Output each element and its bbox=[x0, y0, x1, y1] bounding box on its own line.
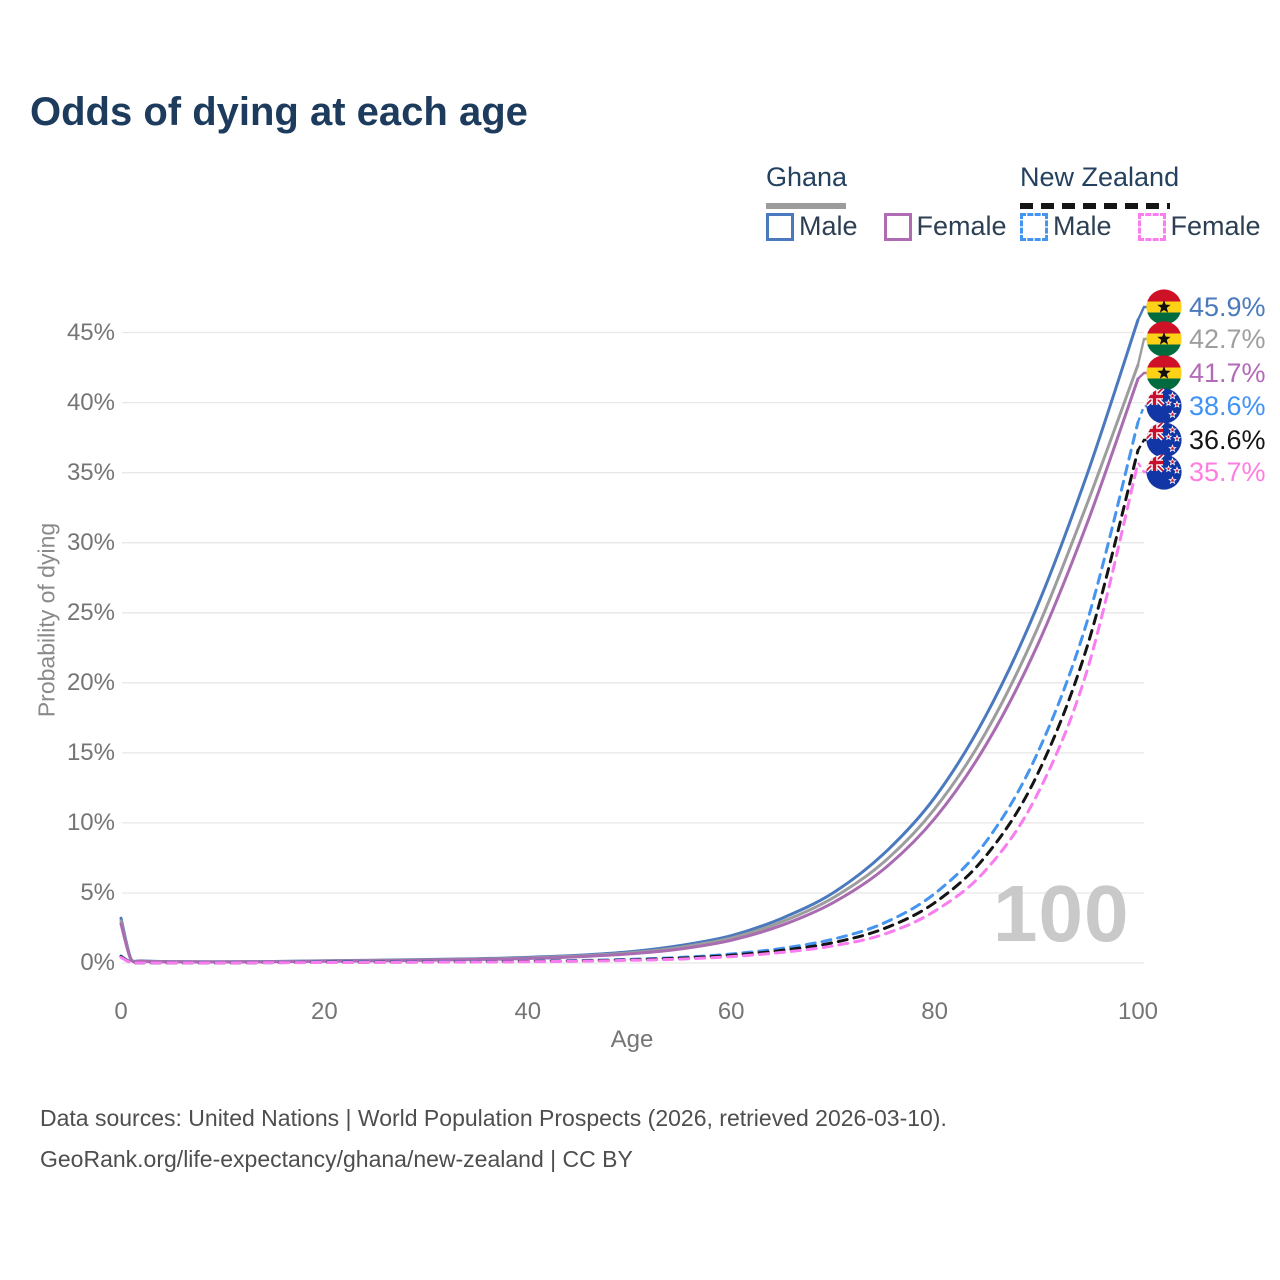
end-label-value: 42.7% bbox=[1189, 323, 1266, 354]
page-title: Odds of dying at each age bbox=[30, 90, 528, 134]
x-tick-label-60: 60 bbox=[717, 998, 745, 1025]
new-zealand-female-swatch-icon bbox=[1137, 212, 1166, 241]
legend-item-new-zealand-male[interactable]: Male bbox=[1020, 211, 1112, 242]
ghana-male-line[interactable] bbox=[119, 318, 1140, 964]
x-tick-label-20: 20 bbox=[311, 998, 338, 1025]
new-zealand-flag-icon bbox=[1146, 388, 1182, 424]
ghana-male-swatch-icon bbox=[766, 212, 794, 241]
ghana-solid-line-icon bbox=[766, 196, 1033, 209]
ghana-flag-icon bbox=[1146, 355, 1182, 391]
legend-country-new-zealand[interactable]: New Zealand bbox=[1020, 162, 1180, 192]
end-label-value: 41.7% bbox=[1189, 357, 1266, 388]
end-label-new-zealand-male[interactable]: 38.6% bbox=[1146, 388, 1266, 424]
y-tick-label-45: 45% bbox=[66, 318, 115, 346]
x-axis-title: Age bbox=[610, 1026, 654, 1053]
ghana-female-swatch-icon bbox=[883, 212, 912, 241]
new-zealand-female-label-connector bbox=[1136, 462, 1151, 474]
legend-label: Male bbox=[799, 211, 858, 241]
age-100-watermark: 100 bbox=[993, 869, 1130, 958]
new-zealand-male-line[interactable] bbox=[119, 420, 1140, 965]
y-tick-label-15: 15% bbox=[66, 738, 115, 766]
y-tick-label-40: 40% bbox=[66, 388, 115, 416]
legend-item-ghana-male[interactable]: Male bbox=[766, 211, 858, 242]
end-label-new-zealand-both-sexes[interactable]: 36.6% bbox=[1146, 422, 1266, 458]
end-label-value: 38.6% bbox=[1189, 390, 1266, 421]
new-zealand-both-sexes-label-connector bbox=[1136, 438, 1151, 451]
legend-group-new-zealand: New Zealand Male Female bbox=[1020, 162, 1280, 242]
end-label-new-zealand-female[interactable]: 35.7% bbox=[1146, 454, 1266, 490]
end-label-ghana-female[interactable]: 41.7% bbox=[1146, 355, 1266, 391]
x-tick-label-40: 40 bbox=[514, 998, 542, 1025]
footer-source-line: Data sources: United Nations | World Pop… bbox=[40, 1105, 947, 1131]
y-tick-label-0: 0% bbox=[80, 949, 115, 976]
legend-label: Female bbox=[916, 211, 1007, 241]
y-tick-label-30: 30% bbox=[66, 528, 115, 556]
y-tick-label-35: 35% bbox=[66, 458, 115, 486]
footer: Data sources: United Nations | World Pop… bbox=[40, 1098, 947, 1180]
new-zealand-flag-icon bbox=[1146, 454, 1182, 490]
end-label-ghana-both-sexes[interactable]: 42.7% bbox=[1146, 321, 1266, 357]
legend-label: Female bbox=[1170, 211, 1261, 241]
y-tick-label-5: 5% bbox=[80, 878, 115, 906]
x-tick-label-100: 100 bbox=[1117, 998, 1159, 1025]
x-tick-label-80: 80 bbox=[921, 998, 948, 1025]
new-zealand-dashed-line-icon bbox=[1020, 196, 1280, 209]
legend-item-new-zealand-female[interactable]: Female bbox=[1137, 211, 1261, 242]
new-zealand-female-line[interactable] bbox=[119, 461, 1140, 965]
end-label-value: 45.9% bbox=[1189, 291, 1266, 322]
end-label-value: 36.6% bbox=[1189, 424, 1266, 455]
new-zealand-flag-icon bbox=[1146, 422, 1182, 458]
y-tick-label-10: 10% bbox=[66, 808, 115, 836]
footer-link-line: GeoRank.org/life-expectancy/ghana/new-ze… bbox=[40, 1146, 633, 1172]
end-label-value: 35.7% bbox=[1189, 456, 1266, 487]
ghana-female-line[interactable] bbox=[119, 377, 1140, 964]
x-tick-label-0: 0 bbox=[114, 998, 128, 1025]
ghana-flag-icon bbox=[1146, 289, 1182, 325]
y-tick-label-20: 20% bbox=[66, 668, 115, 696]
y-tick-label-25: 25% bbox=[66, 598, 115, 626]
legend-item-ghana-female[interactable]: Female bbox=[883, 211, 1007, 242]
legend-group-ghana: Ghana Male Female bbox=[766, 162, 1033, 242]
new-zealand-male-swatch-icon bbox=[1020, 212, 1048, 241]
ghana-flag-icon bbox=[1146, 321, 1182, 357]
legend-label: Male bbox=[1053, 211, 1112, 241]
new-zealand-both-sexes-line[interactable] bbox=[119, 448, 1140, 965]
end-label-ghana-male[interactable]: 45.9% bbox=[1146, 289, 1266, 325]
legend-country-ghana[interactable]: Ghana bbox=[766, 162, 848, 192]
